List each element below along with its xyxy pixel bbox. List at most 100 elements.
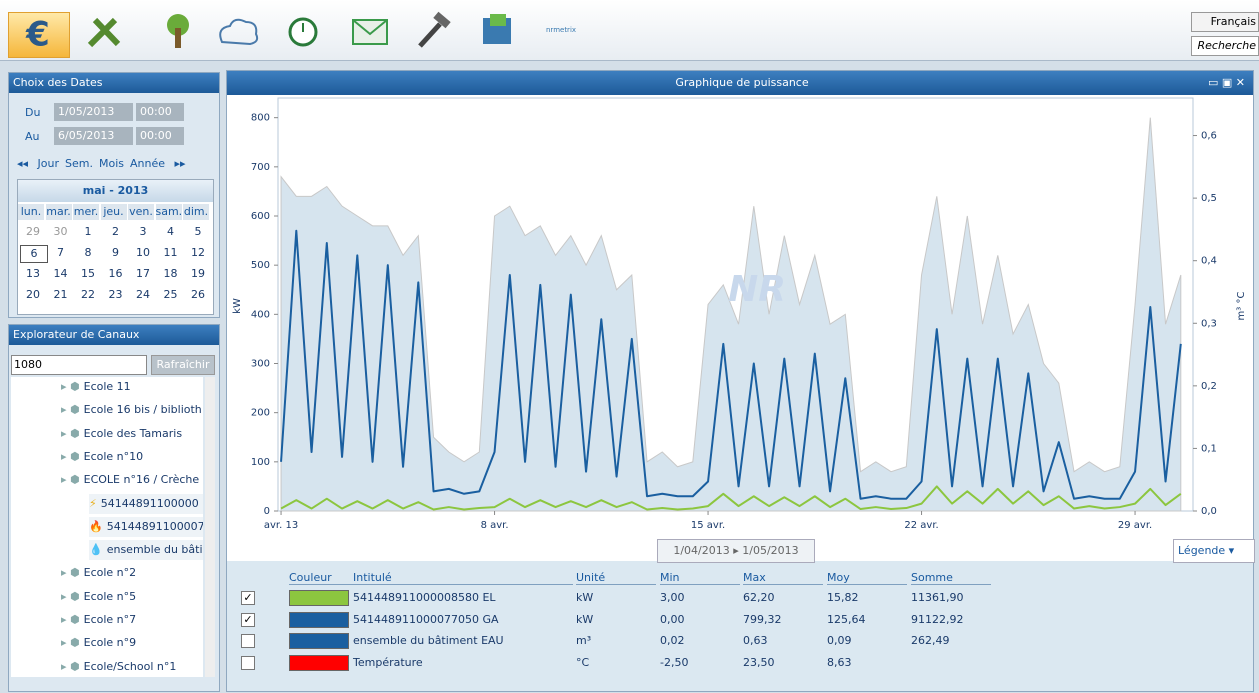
range-tab[interactable]: 1/04/2013 ▸ 1/05/2013 [657,539,815,563]
toolbar: € nrmetrix Français Recherche [0,0,1259,61]
calendar-day[interactable]: 20 [26,288,40,301]
tree-icon: ▸ ⬢ [61,589,80,603]
dates-panel: Choix des Dates Du 1/05/2013 00:00 Au 6/… [8,72,220,318]
calendar-day[interactable]: 21 [53,288,68,301]
calendar-day[interactable]: 30 [53,225,68,238]
tree-item[interactable]: ▸ ⬢ Ecole/School n°1 [61,657,176,677]
tree-item[interactable]: 🔥 54144891100007 [89,516,203,537]
band-area [280,117,1182,512]
tree-icon: ▸ ⬢ [61,449,80,463]
to-time[interactable]: 00:00 [136,127,184,145]
calendar-day[interactable]: 2 [112,225,119,238]
calendar-day[interactable]: 1 [84,225,92,238]
tree-item[interactable]: 💧 ensemble du bâti [89,540,203,561]
tree-item[interactable]: ▸ ⬢ Ecole n°10 [61,447,143,467]
calendar-day[interactable]: 6 [20,245,48,263]
tree-icon: ▸ ⬢ [61,473,80,487]
calendar-day[interactable]: 15 [81,267,95,280]
tree-item[interactable]: ▸ ⬢ Ecole 11 [61,377,131,397]
scrollbar [205,377,215,677]
legend-checkbox[interactable] [241,634,255,648]
nav-link[interactable]: Année [130,157,166,170]
range-end: 1/05/2013 [742,544,799,557]
from-time[interactable]: 00:00 [136,103,184,121]
channel-select[interactable]: 1080 [11,355,147,375]
y2-tick-label: 0,6 [1201,131,1217,142]
window-controls[interactable]: ▭ ▣ ✕ [1208,76,1245,89]
tree-item[interactable]: ▸ ⬢ Ecole des Tamaris [61,424,182,444]
legend-cell: 541448911000077050 GA [353,612,499,626]
calendar-day[interactable]: 24 [136,288,150,301]
calendar-day[interactable]: 18 [163,267,178,280]
calendar-day[interactable]: 13 [26,267,40,280]
language-button[interactable]: Français [1191,12,1259,32]
from-date[interactable]: 1/05/2013 [54,103,133,121]
channels-panel: Explorateur de Canaux 1080 Rafraîchir ▸ … [8,324,220,692]
legend-header: Intitulé [353,571,573,585]
panel-title: Choix des Dates [9,73,219,93]
nav-prev[interactable]: ◂◂ [17,157,29,170]
tree-item[interactable]: ⚡ 54144891100000 [89,493,203,514]
calendar-day[interactable]: 22 [81,288,95,301]
legend-cell: 91122,92 [911,612,964,626]
y2-tick-label: 0,2 [1201,381,1217,392]
calendar-day[interactable]: 19 [191,267,205,280]
tree-item[interactable]: ▸ ⬢ Ecole 16 bis / biblioth [61,400,202,420]
tree-label: 54144891100000 [100,496,199,510]
legend-cell: 11361,90 [911,591,964,604]
calendar-day[interactable]: 17 [136,267,150,280]
nav-link[interactable]: Jour [37,157,60,170]
tree-item[interactable]: ▸ ⬢ Ecole n°7 [61,610,136,630]
calendar-day[interactable]: 7 [57,246,64,259]
tree-item[interactable]: ▸ ⬢ Ecole n°5 [61,587,136,607]
weekday: dim. [183,204,209,220]
tree-label: Ecole n°10 [83,449,144,463]
legend-checkbox[interactable] [241,655,255,670]
y-tick-label: 400 [251,309,270,320]
legend-checkbox[interactable]: ✓ [241,591,255,605]
nav-link[interactable]: Mois [98,157,124,170]
weekday: sam. [155,204,183,220]
calendar-day[interactable]: 10 [136,246,150,259]
y2-tick-label: 0,1 [1201,443,1217,454]
legend-checkbox[interactable]: ✓ [241,612,255,627]
tree-label: Ecole 16 bis / biblioth [83,403,202,417]
to-date[interactable]: 6/05/2013 [54,127,133,145]
refresh-button[interactable]: Rafraîchir [151,355,215,375]
calendar-day[interactable]: 12 [191,246,205,259]
calendar-day[interactable]: 16 [108,267,123,280]
calendar-day[interactable]: 8 [84,246,92,259]
tree-item[interactable]: ▸ ⬢ ECOLE n°16 / Crèche [61,470,199,490]
legend-cell: 0,63 [743,634,768,647]
panel-title: Explorateur de Canaux [9,325,219,345]
tree-item[interactable]: ▸ ⬢ Ecole n°2 [61,563,136,583]
tree-label: 54144891100007 [106,519,203,533]
y-tick-label: 300 [251,359,270,370]
legend-button[interactable]: Légende ▾ [1173,539,1255,563]
tree-icon: ▸ ⬢ [61,613,80,626]
calendar-day[interactable]: 23 [108,288,123,301]
tree-item[interactable]: ▸ ⬢ Ecole n°9 [61,633,136,653]
calendar-day[interactable]: 14 [53,267,68,280]
tree-icon: ▸ ⬢ [61,426,80,440]
euro-button[interactable] [8,12,70,58]
nav-link[interactable]: Sem. [65,157,93,170]
legend-cell: ensemble du bâtiment EAU [353,634,504,647]
from-label: Du [25,106,41,119]
x-tick-label: 15 avr. [691,520,725,531]
calendar-day[interactable]: 3 [139,225,147,238]
nav-next[interactable]: ▸▸ [174,157,186,170]
calendar-day[interactable]: 4 [167,225,174,238]
calendar-day[interactable]: 5 [194,225,202,238]
tree-icon: ▸ ⬢ [61,403,80,417]
calendar-day[interactable]: 29 [26,225,40,238]
legend-header: Somme [911,571,991,585]
calendar-day[interactable]: 26 [191,288,205,301]
calendar-day[interactable]: 11 [163,246,178,259]
search-box[interactable]: Recherche [1191,36,1259,56]
legend-cell: 23,50 [743,655,775,669]
calendar-day[interactable]: 25 [163,288,178,301]
legend-cell: 15,82 [827,591,859,604]
legend-cell: 8,63 [827,655,852,669]
calendar-day[interactable]: 9 [112,246,119,259]
